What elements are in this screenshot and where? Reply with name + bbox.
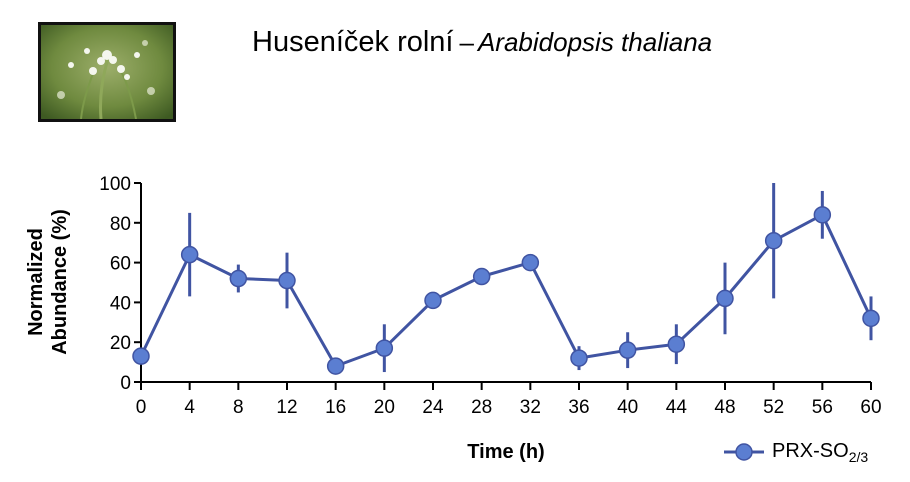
x-tick-label: 56 xyxy=(812,397,833,418)
data-point xyxy=(813,206,832,224)
title-czech: Huseníček rolní xyxy=(252,26,454,58)
y-tick-label: 80 xyxy=(110,214,131,235)
data-point xyxy=(716,289,734,308)
data-point xyxy=(472,267,491,286)
y-tick-label: 40 xyxy=(110,293,131,314)
data-point xyxy=(862,309,880,328)
y-tick-label: 60 xyxy=(110,254,131,275)
data-point xyxy=(764,231,783,250)
x-tick-label: 40 xyxy=(617,397,638,418)
data-points xyxy=(132,206,880,375)
x-tick-label: 28 xyxy=(471,397,492,418)
title-latin: Arabidopsis thaliana xyxy=(477,27,713,57)
y-axis-title-line2: Abundance (%) xyxy=(49,209,71,355)
legend-marker xyxy=(724,443,764,461)
legend-label-main: PRX-SO xyxy=(772,439,849,462)
title-separator: – xyxy=(459,27,474,57)
data-point xyxy=(326,357,345,375)
x-tick-label: 44 xyxy=(666,397,688,418)
y-tick-label: 100 xyxy=(99,174,131,195)
x-tick-label: 52 xyxy=(763,397,784,418)
series-line xyxy=(139,213,873,368)
data-point xyxy=(667,335,686,353)
x-tick-label: 4 xyxy=(184,397,195,418)
x-tick-label: 48 xyxy=(714,397,735,418)
x-tick-label: 24 xyxy=(422,397,444,418)
y-axis-title-line1: Normalized xyxy=(25,228,47,336)
data-point xyxy=(618,341,637,359)
chart-title: Huseníček rolní – Arabidopsis thaliana xyxy=(252,26,712,59)
x-tick-label: 36 xyxy=(568,397,589,418)
arabidopsis-flower-photo-icon xyxy=(41,25,173,119)
x-tick-label: 60 xyxy=(860,397,881,418)
data-point xyxy=(229,269,248,288)
y-tick-label: 20 xyxy=(110,333,131,354)
legend-label-subscript: 2/3 xyxy=(848,448,869,465)
data-point xyxy=(278,271,296,290)
x-axis-title: Time (h) xyxy=(467,441,544,463)
x-tick-label: 0 xyxy=(136,397,147,418)
x-tick-label: 32 xyxy=(520,397,541,418)
series-lines xyxy=(139,213,873,368)
x-tick-label: 8 xyxy=(233,397,244,418)
legend-label: PRX-SO2/3 xyxy=(772,440,868,465)
data-point xyxy=(180,245,199,264)
x-tick-label: 12 xyxy=(276,397,297,418)
data-point xyxy=(375,339,394,357)
data-point xyxy=(521,253,540,272)
x-tick-label: 16 xyxy=(325,397,346,418)
data-point xyxy=(132,347,150,365)
y-tick-label: 0 xyxy=(120,373,131,394)
x-tick-label: 20 xyxy=(374,397,395,418)
data-point xyxy=(570,349,588,367)
data-point xyxy=(424,291,442,310)
legend: PRX-SO2/3 xyxy=(722,438,868,466)
arabidopsis-photo xyxy=(38,22,176,122)
